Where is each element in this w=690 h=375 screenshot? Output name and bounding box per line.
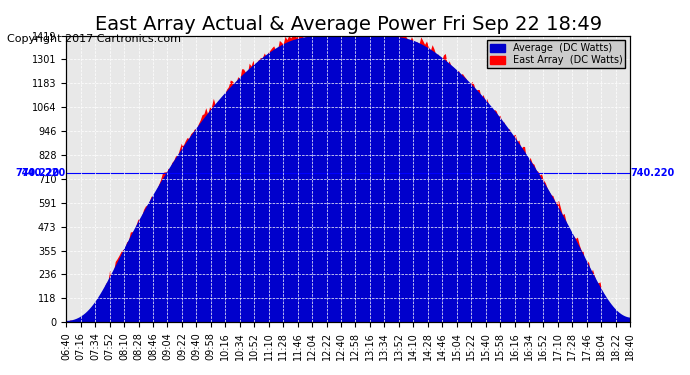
Text: 740.220: 740.220 [21,168,66,178]
Legend: Average  (DC Watts), East Array  (DC Watts): Average (DC Watts), East Array (DC Watts… [487,40,625,68]
Text: 740.220: 740.220 [15,168,59,178]
Text: 740.220: 740.220 [631,168,675,178]
Title: East Array Actual & Average Power Fri Sep 22 18:49: East Array Actual & Average Power Fri Se… [95,15,602,34]
Text: Copyright 2017 Cartronics.com: Copyright 2017 Cartronics.com [7,34,181,44]
